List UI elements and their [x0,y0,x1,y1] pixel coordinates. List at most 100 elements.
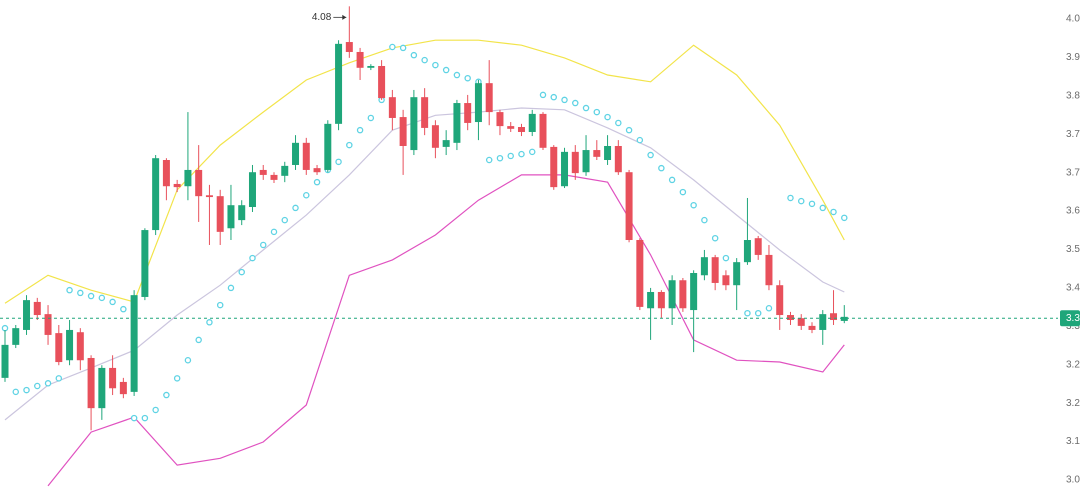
sar-dot [722,254,730,262]
sar-dot [765,305,773,312]
sar-dot [206,319,213,326]
middle-band [4,107,845,421]
candle-body [485,83,493,113]
sar-dot [238,268,245,276]
candle-body [410,97,418,151]
sar-dot [259,241,267,249]
sar-dot [173,375,181,382]
sar-dot [507,152,514,160]
last-price-label: 3.3 [1066,313,1080,324]
sar-dot [87,292,95,300]
candle-body [819,314,827,330]
sar-dot [292,204,299,212]
candle-body [776,285,784,316]
candle-body [292,142,300,165]
candle-body [550,146,558,188]
candle-body [55,333,63,363]
candle-body [345,42,353,52]
sar-dot [518,150,525,158]
candle-body [593,150,601,157]
sar-dot [496,154,504,162]
sar-dot [23,386,30,394]
candle-body [173,183,181,188]
candle-body [98,367,106,409]
sar-dot [281,216,289,224]
peak-annotation: 4.08 [312,12,332,23]
candle-body [270,174,278,180]
sar-dot [808,200,816,208]
candle-body [324,123,332,170]
y-tick-label: 3.7 [1066,129,1080,140]
y-tick-label: 3.9 [1066,52,1080,63]
sar-dot [658,164,665,172]
candle-body [797,318,805,326]
candle-body [507,126,515,129]
candle-body [130,295,138,392]
y-tick-label: 3.2 [1066,359,1080,370]
sar-dot [98,294,106,302]
lower-band [47,174,845,487]
candle-body [248,172,256,208]
sar-dot [55,375,63,382]
candle-body [453,103,461,143]
candle-body [700,257,708,276]
sar-dot [346,141,353,149]
candle-body [227,205,235,229]
sar-dot [593,108,601,116]
candle-body [786,315,794,321]
candle-body [754,238,762,255]
sar-dot [195,336,202,344]
y-tick-label: 3.2 [1066,398,1080,409]
sar-dot [582,104,590,112]
sar-dot [120,305,127,313]
y-tick-label: 3.4 [1066,283,1080,294]
sar-dot [432,61,439,69]
sar-dot [744,309,751,317]
y-tick-label: 3.6 [1066,206,1080,217]
candle-body [571,151,579,174]
sar-dot [442,66,450,74]
candle-body [474,83,482,123]
candle-body [238,205,246,221]
last-price-box [1060,310,1080,327]
candle-body [367,65,375,68]
candle-body [539,113,547,148]
sar-dot [249,254,256,262]
annotation-arrowhead [342,14,347,20]
sar-dot [410,51,418,59]
y-tick-label: 4.0 [1066,14,1080,25]
candle-body [76,332,84,361]
sar-dot [636,136,644,144]
candle-body [722,275,730,286]
candle-body [216,196,224,232]
candle-body [840,316,848,321]
y-tick-label: 3.1 [1066,436,1080,447]
sar-dot [690,201,697,209]
candle-body [765,254,773,286]
candle-body [421,97,429,128]
y-tick-label: 3.7 [1066,167,1080,178]
candle-body [614,145,622,173]
candle-body [335,43,343,124]
candle-body [431,125,439,148]
candle-body [378,65,386,99]
sar-dot [313,178,321,186]
candle-body [66,329,74,361]
sar-dot [152,406,159,414]
sar-dot [604,113,611,121]
sar-dot [367,114,375,122]
candle-body [281,165,289,176]
candle-body [109,367,117,389]
candle-body [657,291,665,309]
candle-body [87,357,95,409]
sar-dot [77,289,84,297]
candle-body [517,127,525,132]
sar-dot [303,192,310,199]
y-tick-label: 3.8 [1066,90,1080,101]
candle-body [679,280,687,309]
candle-body [528,113,536,132]
sar-dot [819,204,827,212]
sar-dot [841,214,848,222]
sar-dot [528,148,536,156]
